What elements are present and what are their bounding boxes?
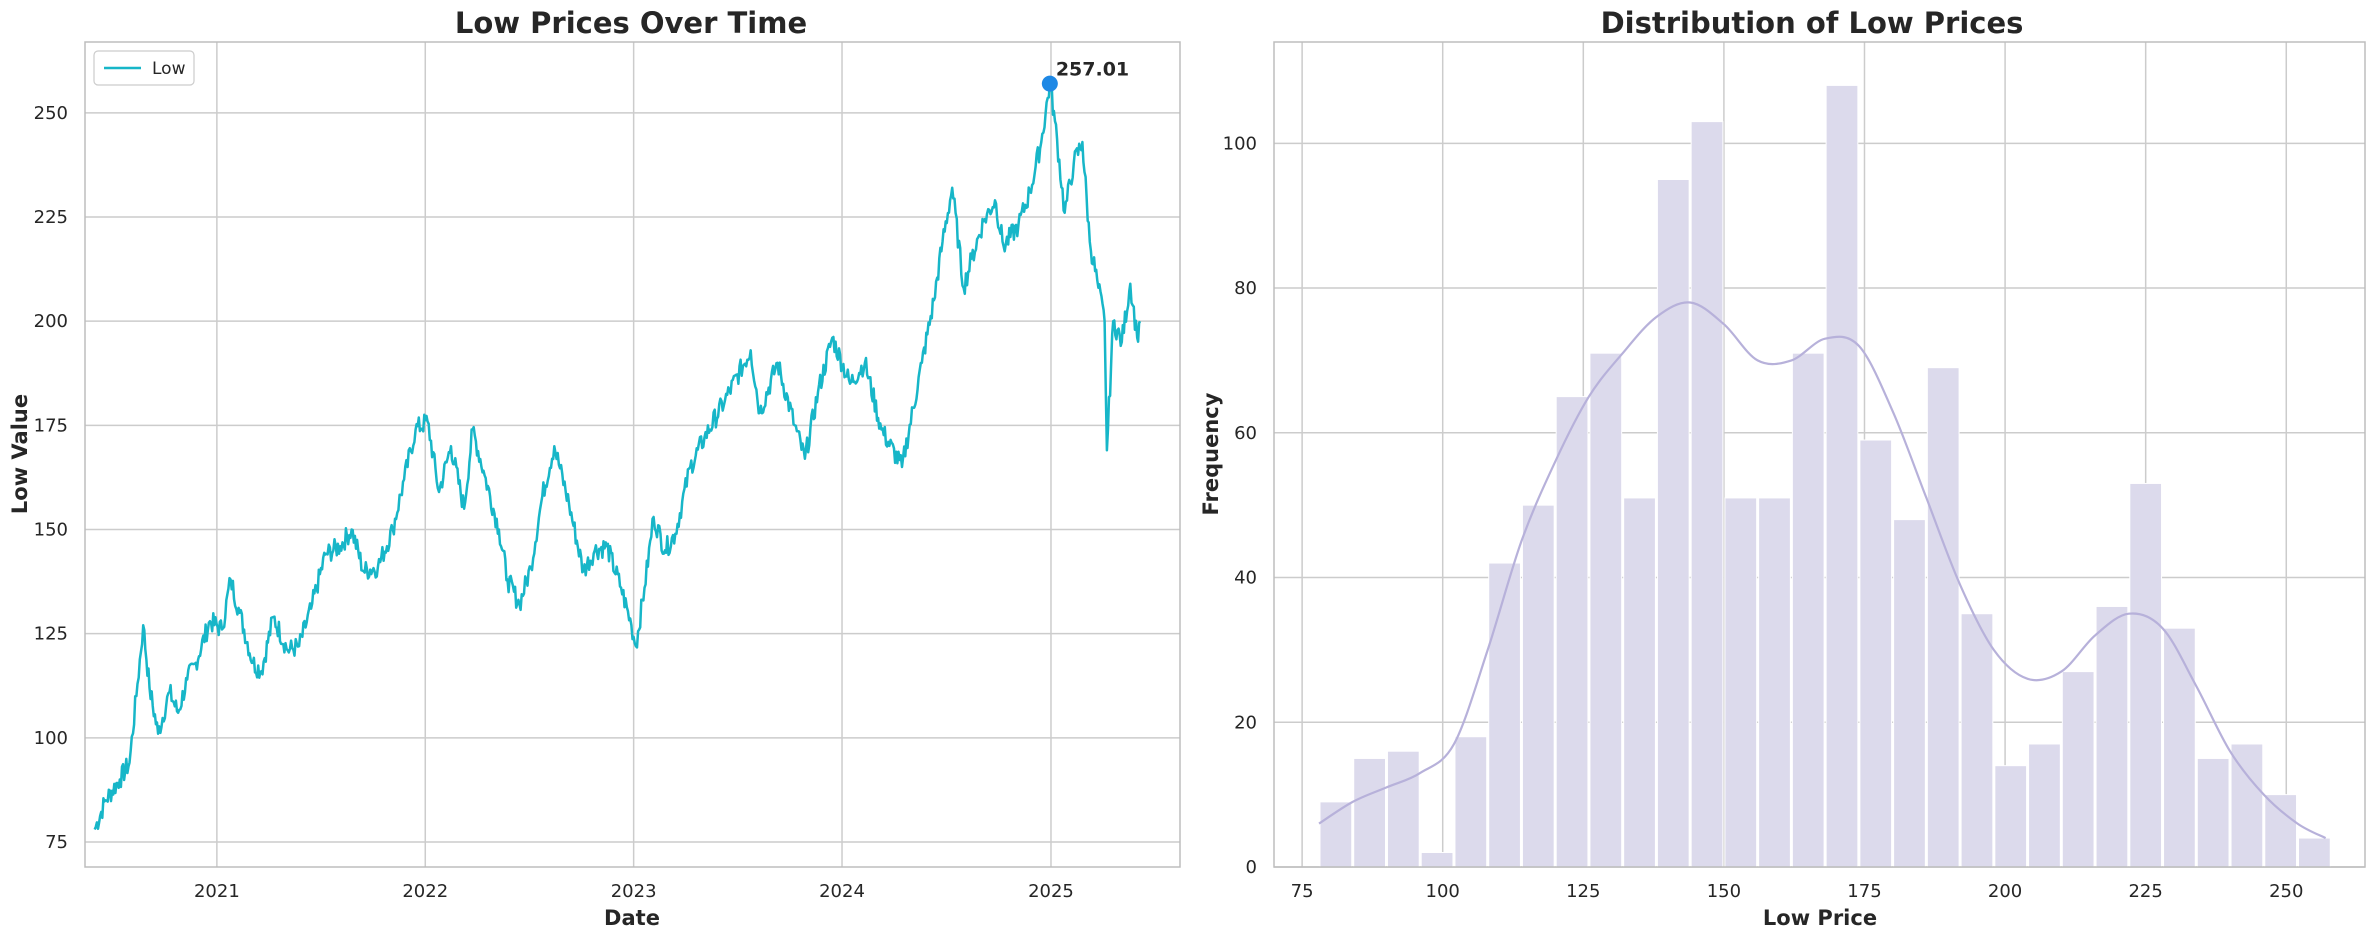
line-plot-frame (84, 41, 1181, 868)
histogram-x-tick-label: 125 (1566, 881, 1600, 902)
histogram-y-tick-label: 100 (1223, 133, 1257, 154)
histogram-bar (2230, 743, 2264, 868)
line-x-axis-label: Date (604, 906, 660, 930)
histogram-bar (1656, 179, 1690, 868)
legend-label-low: Low (152, 59, 186, 79)
line-y-ticks: 75 100 125 150 175 200 225 250 (34, 103, 68, 853)
line-y-tick-label: 175 (34, 415, 68, 436)
line-x-tick-label: 2025 (1028, 881, 1074, 902)
histogram-bar (2298, 837, 2331, 868)
histogram-x-tick-label: 200 (1988, 881, 2022, 902)
line-chart: Low Prices Over Time 257.01 2021 2022 2023… (8, 6, 1181, 930)
histogram-bar (1589, 352, 1623, 868)
line-grid (85, 42, 1180, 867)
legend-box (93, 50, 195, 86)
histogram-title: Distribution of Low Prices (1601, 6, 2024, 40)
histogram-chart: Distribution of Low Prices 75 100 125 150 17… (1199, 6, 2366, 930)
histogram-bar (1488, 562, 1521, 868)
line-y-axis-label: Low Value (8, 394, 32, 514)
line-y-tick-label: 75 (45, 832, 68, 853)
low-price-line (93, 82, 1142, 831)
histogram-bar (1690, 121, 1724, 868)
line-y-tick-label: 225 (34, 207, 68, 228)
peak-annotation-label: 257.01 (1056, 59, 1129, 81)
histogram-bar (1960, 613, 1994, 868)
line-x-ticks: 2021 2022 2023 2024 2025 (194, 881, 1074, 902)
histogram-x-axis-label: Low Price (1763, 906, 1877, 930)
histogram-bar (1353, 757, 1386, 868)
histogram-y-tick-label: 0 (1246, 857, 1257, 878)
histogram-plot-frame (1273, 41, 2366, 868)
histogram-x-ticks: 75 100 125 150 175 200 225 250 (1291, 881, 2304, 902)
line-series-group: 257.01 (93, 59, 1142, 831)
line-y-tick-label: 125 (34, 624, 68, 645)
histogram-bar (2196, 757, 2230, 868)
histogram-bar (1994, 765, 2028, 868)
line-x-tick-label: 2022 (402, 881, 448, 902)
kde-curve-group (1318, 301, 2327, 840)
histogram-y-tick-label: 40 (1234, 568, 1257, 589)
line-x-tick-label: 2023 (611, 881, 657, 902)
histogram-bar (2129, 482, 2163, 868)
histogram-y-ticks: 0 20 40 60 80 100 (1223, 133, 1257, 878)
histogram-bar (2095, 605, 2129, 868)
histogram-x-tick-label: 250 (2269, 881, 2303, 902)
histogram-x-tick-label: 150 (1707, 881, 1741, 902)
histogram-x-tick-label: 175 (1847, 881, 1881, 902)
peak-marker (1041, 75, 1058, 92)
histogram-bar (1386, 750, 1420, 868)
histogram-y-axis-label: Frequency (1199, 392, 1223, 515)
line-y-tick-label: 100 (34, 728, 68, 749)
line-x-tick-label: 2021 (194, 881, 240, 902)
line-y-tick-label: 250 (34, 103, 68, 124)
kde-curve (1318, 301, 2327, 840)
histogram-x-tick-label: 225 (2128, 881, 2162, 902)
line-y-tick-label: 150 (34, 520, 68, 541)
histogram-bar (1758, 497, 1791, 868)
histogram-x-tick-label: 100 (1426, 881, 1460, 902)
histogram-bar (1893, 519, 1926, 868)
line-x-tick-label: 2024 (819, 881, 865, 902)
histogram-y-tick-label: 20 (1234, 712, 1257, 733)
histogram-bar (1454, 736, 1488, 868)
histogram-bar (1724, 497, 1758, 868)
histogram-bar (1521, 504, 1555, 868)
histogram-y-tick-label: 80 (1234, 278, 1257, 299)
histogram-bar (1859, 439, 1893, 868)
histogram-y-tick-label: 60 (1234, 423, 1257, 444)
histogram-x-tick-label: 75 (1291, 881, 1314, 902)
legend: Low (93, 50, 195, 86)
histogram-bar (2163, 627, 2196, 868)
histogram-bar (2264, 794, 2298, 868)
histogram-bar (1791, 352, 1825, 868)
histogram-bar (1825, 84, 1859, 868)
histogram-bar (1623, 497, 1656, 868)
line-chart-title: Low Prices Over Time (455, 6, 807, 40)
line-plot-area (85, 42, 1180, 867)
line-y-tick-label: 200 (34, 311, 68, 332)
histogram-bar (1420, 852, 1454, 868)
histogram-bar (1926, 367, 1960, 868)
histogram-bar (1555, 396, 1589, 868)
histogram-bar (2061, 671, 2095, 868)
histogram-bar (2028, 743, 2061, 868)
